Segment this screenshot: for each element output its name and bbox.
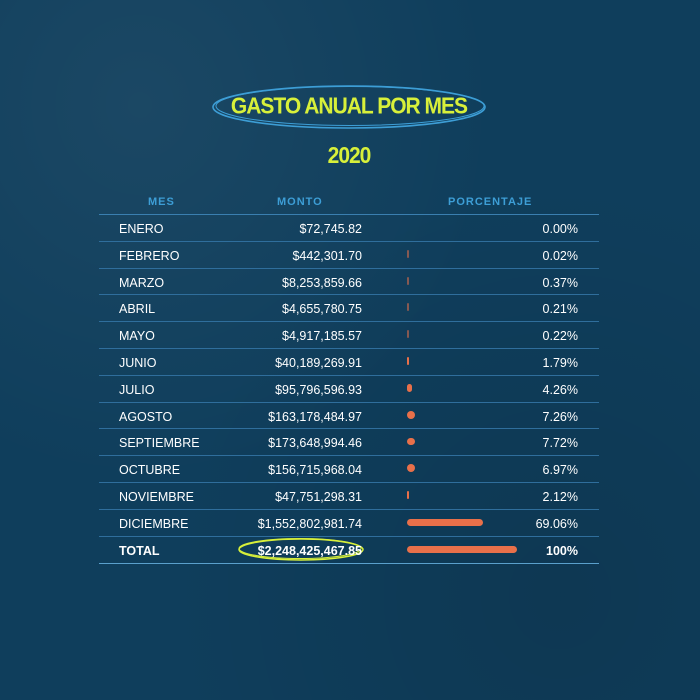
table-row: JULIO $95,796,596.93 4.26%	[99, 376, 599, 403]
row-porcentaje: 7.72%	[542, 436, 578, 451]
total-percent: 100%	[546, 543, 578, 558]
table-row: MARZO $8,253,859.66 0.37%	[99, 269, 599, 296]
table-row: AGOSTO $163,178,484.97 7.26%	[99, 403, 599, 430]
row-mes: MARZO	[119, 275, 165, 290]
row-mes: JUNIO	[119, 355, 157, 370]
table-row: ABRIL $4,655,780.75 0.21%	[99, 295, 599, 323]
row-monto: $95,796,596.93	[275, 382, 362, 397]
row-mes: FEBRERO	[119, 248, 180, 263]
table-row: OCTUBRE $156,715,968.04 6.97%	[99, 456, 599, 483]
row-bar	[407, 438, 416, 446]
row-mes: MAYO	[119, 329, 155, 344]
row-monto: $72,745.82	[299, 222, 362, 236]
row-mes: OCTUBRE	[119, 463, 181, 478]
row-porcentaje: 4.26%	[542, 382, 578, 397]
table-row: JUNIO $40,189,269.91 1.79%	[99, 349, 599, 376]
row-bar	[407, 330, 409, 339]
row-mes: AGOSTO	[119, 409, 173, 424]
row-porcentaje: 7.26%	[542, 409, 578, 424]
row-monto: $173,648,994.46	[268, 436, 362, 451]
row-bar	[407, 410, 415, 419]
header-monto: MONTO	[277, 196, 323, 208]
row-monto: $8,253,859.66	[282, 275, 362, 290]
row-mes: SEPTIEMBRE	[119, 436, 200, 451]
row-monto: $156,715,968.04	[268, 463, 362, 478]
row-bar	[407, 383, 412, 392]
row-bar	[407, 249, 409, 258]
row-porcentaje: 6.97%	[542, 463, 578, 478]
table-body: ENERO $72,745.82 0.00% FEBRERO $442,301.70 0.…	[99, 215, 599, 537]
row-monto: $4,917,185.57	[282, 329, 362, 344]
table-row: NOVIEMBRE $47,751,298.31 2.12%	[99, 483, 599, 510]
row-monto: $40,189,269.91	[275, 355, 362, 370]
row-monto: $442,301.70	[292, 248, 362, 263]
row-monto: $1,552,802,981.74	[257, 516, 362, 531]
header-porcentaje: PORCENTAJE	[448, 196, 533, 208]
chart-title: GASTO ANUAL POR MES 2020	[230, 94, 468, 169]
row-monto: $163,178,484.97	[268, 409, 362, 424]
table-row: ENERO $72,745.82 0.00%	[99, 215, 599, 242]
row-porcentaje: 0.00%	[542, 222, 578, 236]
header-mes: MES	[148, 196, 175, 208]
row-mes: ENERO	[119, 222, 164, 236]
row-bar	[407, 464, 415, 473]
table-row: SEPTIEMBRE $173,648,994.46 7.72%	[99, 429, 599, 457]
table-header-row: MES MONTO PORCENTAJE	[99, 190, 599, 215]
row-mes: NOVIEMBRE	[119, 489, 195, 504]
row-bar	[407, 518, 483, 526]
row-bar	[407, 490, 410, 499]
row-porcentaje: 0.37%	[542, 275, 578, 290]
row-bar	[407, 303, 409, 312]
chart-title-block: GASTO ANUAL POR MES 2020	[211, 84, 487, 169]
row-porcentaje: 0.21%	[542, 302, 578, 317]
row-porcentaje: 69.06%	[535, 516, 578, 531]
row-bar	[407, 276, 409, 285]
spending-table: MES MONTO PORCENTAJE ENERO $72,745.82 0.00…	[99, 190, 599, 564]
row-porcentaje: 2.12%	[542, 489, 578, 504]
row-porcentaje: 0.22%	[542, 329, 578, 344]
total-row: TOTAL $2,248,425,467.85 100%	[99, 537, 599, 564]
total-label: TOTAL	[119, 543, 160, 558]
total-bar	[407, 545, 517, 553]
table-row: FEBRERO $442,301.70 0.02%	[99, 242, 599, 269]
row-mes: DICIEMBRE	[119, 516, 189, 531]
title-ellipse-decoration	[212, 85, 486, 129]
row-mes: ABRIL	[119, 302, 156, 317]
row-bar	[407, 356, 409, 365]
row-porcentaje: 1.79%	[542, 355, 578, 370]
row-porcentaje: 0.02%	[542, 248, 578, 263]
row-mes: JULIO	[119, 382, 155, 397]
row-monto: $4,655,780.75	[282, 302, 362, 317]
table-row: DICIEMBRE $1,552,802,981.74 69.06%	[99, 510, 599, 537]
row-monto: $47,751,298.31	[275, 489, 362, 504]
table-row: MAYO $4,917,185.57 0.22%	[99, 322, 599, 349]
total-amount: $2,248,425,467.85	[257, 543, 362, 558]
total-highlight-ellipse	[238, 537, 364, 561]
